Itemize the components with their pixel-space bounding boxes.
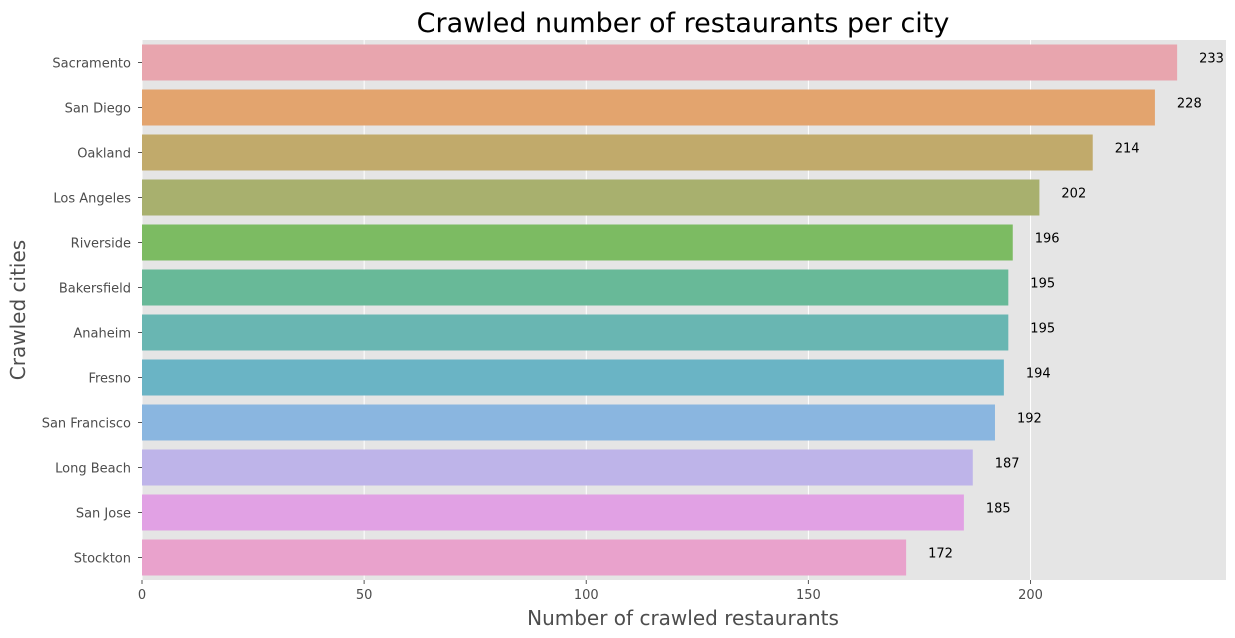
y-axis-title: Crawled cities (6, 240, 30, 380)
grid-lines (141, 40, 1032, 580)
value-label: 195 (1030, 322, 1055, 337)
bar (142, 359, 1004, 396)
bar (142, 179, 1040, 216)
y-tick-label: Fresno (88, 372, 131, 387)
value-label: 233 (1199, 52, 1224, 67)
bar (142, 44, 1178, 81)
value-label: 192 (1017, 412, 1042, 427)
bar (142, 89, 1155, 126)
value-label: 185 (986, 502, 1011, 517)
x-tick-label: 50 (356, 588, 373, 603)
y-tick-label: Anaheim (73, 327, 131, 342)
x-axis-title: Number of crawled restaurants (527, 606, 839, 630)
value-label: 214 (1115, 142, 1140, 157)
y-tick-label: Riverside (71, 237, 131, 252)
y-tick-label: Long Beach (55, 462, 131, 477)
bar (142, 404, 995, 441)
y-tick-label: San Jose (76, 507, 131, 522)
value-label: 228 (1177, 97, 1202, 112)
bar (142, 494, 964, 531)
bars (142, 44, 1178, 576)
value-label: 196 (1035, 232, 1060, 247)
x-tick-label: 100 (574, 588, 599, 603)
bar (142, 449, 973, 486)
x-tick-label: 200 (1018, 588, 1043, 603)
bar (142, 134, 1093, 171)
y-tick-label: Sacramento (52, 57, 131, 72)
y-tick-label: Bakersfield (59, 282, 131, 297)
x-tick-label: 150 (796, 588, 821, 603)
plot-area (142, 40, 1226, 580)
bar (142, 314, 1009, 351)
value-label: 195 (1030, 277, 1055, 292)
value-label: 202 (1061, 187, 1086, 202)
y-tick-labels: Sacramento San Diego Oakland Los Angeles Riv… (42, 57, 142, 567)
value-label: 187 (995, 457, 1020, 472)
bar (142, 224, 1013, 261)
x-tick-labels: 0 50 100 150 200 (138, 580, 1043, 603)
bar (142, 539, 907, 576)
y-tick-label: San Francisco (42, 417, 131, 432)
y-tick-label: San Diego (65, 102, 131, 117)
value-labels: 233 228 214 202 196 195 195 194 192 187 185 172 (928, 52, 1224, 562)
value-label: 194 (1026, 367, 1051, 382)
value-label: 172 (928, 547, 953, 562)
y-tick-label: Oakland (77, 147, 131, 162)
y-tick-label: Los Angeles (53, 192, 131, 207)
y-tick-label: Stockton (74, 552, 131, 567)
chart-title: Crawled number of restaurants per city (417, 8, 950, 39)
x-tick-label: 0 (138, 588, 146, 603)
bar (142, 269, 1009, 306)
